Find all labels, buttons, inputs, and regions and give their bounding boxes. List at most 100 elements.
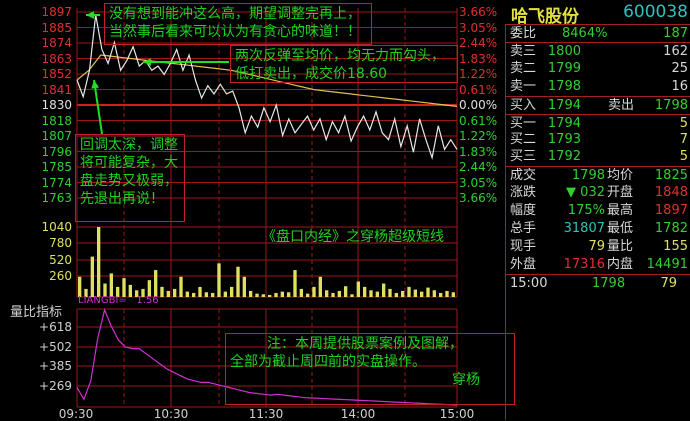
footnote-line2: 全部为截止周四前的实盘操作。 — [230, 354, 426, 370]
price-axis-label: 1897 — [41, 5, 72, 19]
volume-bar — [261, 294, 265, 297]
tick-volume: 79 — [660, 276, 677, 291]
volume-bar — [287, 292, 291, 297]
volume-bar — [223, 291, 227, 297]
sell-out-price: 1798 — [654, 98, 688, 113]
weibi-value: 8464% — [562, 26, 608, 41]
stat-value: 155 — [663, 239, 688, 254]
volume-bar — [306, 293, 310, 297]
volume-bar — [445, 290, 449, 297]
volume-bar — [147, 280, 151, 297]
volume-bar — [90, 256, 94, 297]
price-axis-label: 1807 — [41, 129, 72, 143]
stat-label: 涨跌 — [510, 185, 537, 200]
annotation-high: 没有想到能冲这么高，期望调整完再上，当然事后看来可以认为有贪心的味道！！ — [104, 3, 372, 45]
volume-bar — [401, 290, 405, 297]
volume-bar — [350, 294, 354, 297]
buy-price: 1794 — [547, 116, 581, 131]
stat-label: 现手 — [510, 239, 537, 254]
stat-value: ▼ 032 — [566, 185, 605, 200]
volume-bar — [420, 291, 424, 297]
liangbi-axis-label: +385 — [39, 359, 72, 373]
stat-row: 涨跌 ▼ 032 开盘 1848 — [506, 184, 690, 201]
stat-label: 量比 — [607, 239, 634, 254]
avg-price-line — [76, 54, 458, 107]
buy-in-label: 买入 — [510, 98, 537, 113]
buy-row: 买一 1794 5 — [506, 114, 690, 131]
volume-bar — [141, 288, 145, 297]
sell-volume: 162 — [663, 44, 688, 59]
volume-bar — [382, 283, 386, 297]
volume-bar — [173, 288, 177, 297]
buy-label: 买二 — [510, 132, 537, 147]
volume-bar — [122, 278, 126, 297]
liangbi-axis-label: +618 — [39, 320, 72, 334]
sell-volume: 16 — [671, 79, 688, 94]
volume-bar — [369, 290, 373, 297]
time-axis-label: 09:30 — [58, 407, 94, 421]
sell-label: 卖三 — [510, 44, 537, 59]
sell-label: 卖一 — [510, 79, 537, 94]
price-axis-label: 1830 — [41, 98, 72, 112]
volume-bar — [394, 292, 398, 297]
buy-label: 买三 — [510, 149, 537, 164]
liangbi-title: 量比指标 — [10, 305, 63, 320]
buy-row: 买三 1792 5 — [506, 148, 690, 165]
volume-axis-label: 780 — [49, 236, 72, 250]
volume-axis-label: 1040 — [41, 220, 72, 234]
quote-panel: 委比 8464% 187 卖三 1800 162 卖二 1799 25 卖一 1798 16 买入 179… — [505, 24, 690, 420]
volume-bar — [78, 276, 82, 297]
stat-label: 最高 — [607, 203, 634, 218]
volume-bar — [97, 227, 101, 297]
volume-bar — [331, 292, 335, 297]
price-axis-label: 1841 — [41, 82, 72, 97]
volume-bar — [255, 293, 259, 297]
sell-row: 卖一 1798 16 — [506, 78, 690, 95]
buy-volume: 5 — [679, 149, 688, 164]
time-axis-label: 10:30 — [153, 407, 189, 421]
volume-bar — [426, 287, 430, 297]
volume-bar — [236, 266, 240, 297]
volume-bar — [407, 286, 411, 297]
annotation-arrow — [93, 79, 103, 135]
sell-out-label: 卖出 — [608, 98, 635, 113]
sell-volume: 25 — [671, 61, 688, 76]
price-axis-label: 1763 — [41, 191, 72, 205]
annotation-sell: 两次反弹至均价，均无力而勾头，低打卖出，成交价18.60 — [230, 45, 458, 83]
weibi-volume: 187 — [663, 26, 688, 41]
time-axis-label: 11:30 — [248, 407, 284, 421]
arrow-head — [91, 80, 100, 89]
buy-row: 买二 1793 7 — [506, 131, 690, 148]
volume-bar — [312, 286, 316, 297]
buy-price: 1792 — [547, 149, 581, 164]
price-axis-label: 1785 — [41, 160, 72, 174]
volume-bar — [344, 286, 348, 297]
annotation-pullback: 回调太深，调整将可能复杂，大盘走势又极弱，先退出再说！ — [75, 134, 185, 222]
volume-bar — [375, 291, 379, 297]
liangbi-axis-label: +502 — [39, 340, 72, 354]
sell-price: 1800 — [547, 44, 581, 59]
buy-label: 买一 — [510, 116, 537, 131]
tick-price: 1798 — [592, 276, 626, 291]
stat-value: 14491 — [646, 257, 688, 272]
volume-bar — [109, 273, 113, 297]
volume-axis-label: 260 — [49, 269, 72, 283]
liangbi-name: LIANGBI= — [78, 295, 127, 306]
buyin-row: 买入 1794 卖出 1798 — [506, 96, 690, 113]
price-line — [76, 14, 458, 161]
volume-bar — [154, 270, 158, 297]
annotation-footnote: 注：本周提供股票案例及图解， 全部为截止周四前的实盘操作。 穿杨 — [225, 333, 515, 405]
stat-value: 1782 — [654, 221, 688, 236]
liangbi-value: 1.56 — [136, 295, 159, 306]
stock-header: 哈飞股份 600038 — [505, 0, 690, 27]
stat-value: 1825 — [654, 168, 688, 183]
stat-value: 1848 — [654, 185, 688, 200]
liangbi-axis-label: +269 — [39, 379, 72, 393]
sell-row: 卖三 1800 162 — [506, 42, 690, 59]
volume-bar — [337, 290, 341, 297]
stat-label: 内盘 — [607, 257, 634, 272]
volume-bar — [388, 288, 392, 297]
buy-volume: 7 — [679, 132, 688, 147]
price-axis-label: 1885 — [41, 20, 72, 35]
volume-bar — [211, 292, 215, 297]
